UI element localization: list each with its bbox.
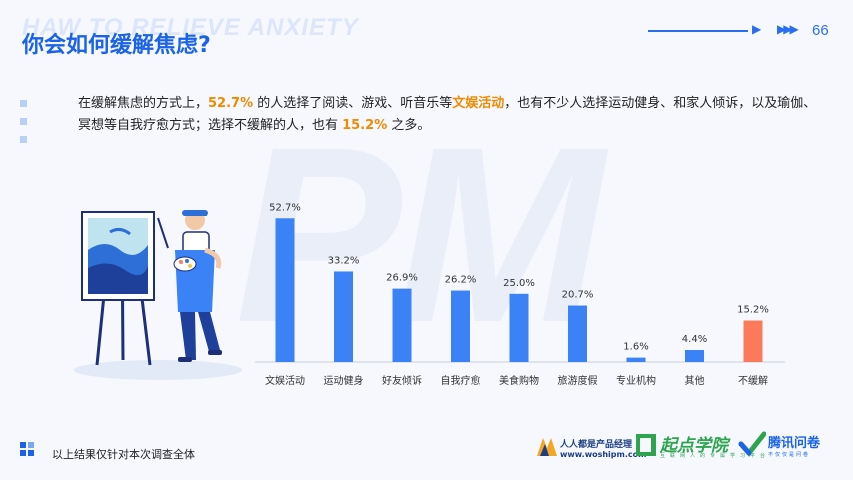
description-text: 的人选择了阅读、游戏、听音乐等 bbox=[253, 96, 453, 111]
bullet-decoration bbox=[20, 100, 27, 154]
qidian-logo-sub: 互联网人的专属学习平台 bbox=[660, 453, 771, 459]
category-label: 不缓解 bbox=[738, 374, 768, 387]
bar-value-label: 25.0% bbox=[503, 278, 535, 289]
category-label: 旅游度假 bbox=[558, 374, 598, 387]
category-label: 其他 bbox=[685, 374, 705, 387]
qidian-logo-name: 起点学院 bbox=[660, 436, 728, 456]
category-label: 美食购物 bbox=[499, 374, 539, 387]
bar bbox=[451, 290, 470, 362]
category-label: 专业机构 bbox=[616, 374, 656, 387]
bar bbox=[685, 350, 704, 362]
tencent-survey-logo-sub: 不仅仅是问卷 bbox=[768, 452, 811, 458]
painter-illustration bbox=[74, 210, 242, 380]
bullet-square bbox=[20, 136, 27, 143]
qidian-logo-icon bbox=[636, 434, 656, 456]
bar-value-label: 26.2% bbox=[445, 275, 477, 286]
bar-value-label: 33.2% bbox=[328, 255, 360, 266]
triple-arrow-icon: ▶▶▶ bbox=[777, 22, 799, 36]
category-label: 自我疗愈 bbox=[441, 374, 481, 387]
bar-value-label: 4.4% bbox=[682, 334, 707, 345]
bar-value-label: 20.7% bbox=[562, 290, 594, 301]
woshipm-logo-url: www.woshipm.com bbox=[560, 450, 647, 459]
bar bbox=[743, 320, 763, 362]
category-label: 文娱活动 bbox=[265, 374, 305, 387]
description-paragraph: 在缓解焦虑的方式上，52.7% 的人选择了阅读、游戏、听音乐等文娱活动，也有不少… bbox=[78, 93, 818, 137]
highlight-keyword: 文娱活动 bbox=[452, 96, 505, 111]
header-decoration-line bbox=[648, 30, 748, 32]
watermark-pm: PM bbox=[235, 95, 604, 374]
bar bbox=[334, 271, 353, 362]
bar bbox=[392, 288, 412, 362]
footer-note: 以上结果仅针对本次调查全体 bbox=[52, 448, 195, 461]
woshipm-logo-name: 人人都是产品经理 bbox=[560, 440, 633, 450]
bar-value-label: 15.2% bbox=[737, 305, 769, 316]
bar bbox=[509, 293, 529, 362]
bar bbox=[626, 357, 646, 362]
bar-value-label: 1.6% bbox=[623, 342, 648, 353]
page-number: 66 bbox=[812, 22, 829, 39]
play-arrow-icon: ▶ bbox=[752, 22, 762, 36]
category-label: 好友倾诉 bbox=[382, 374, 422, 387]
category-label: 运动健身 bbox=[324, 374, 364, 387]
bullet-square bbox=[20, 100, 27, 107]
background-english-title: HAW TO RELIEVE ANXIETY bbox=[22, 14, 359, 41]
highlight-percent: 15.2% bbox=[342, 118, 388, 133]
description-text: 在缓解焦虑的方式上， bbox=[78, 96, 209, 111]
bar-value-label: 52.7% bbox=[269, 202, 301, 213]
highlight-percent: 52.7% bbox=[208, 96, 254, 111]
bullet-square bbox=[20, 118, 27, 125]
page-title: 你会如何缓解焦虑? bbox=[22, 33, 211, 58]
description-text: ，也有不少人选择运动健身、和家人倾诉，以及瑜伽、冥想等自我疗愈方式；选择不缓解的… bbox=[78, 96, 817, 133]
description-text: 之多。 bbox=[387, 118, 431, 133]
woshipm-logo-icon bbox=[537, 438, 557, 456]
bar-value-label: 26.9% bbox=[386, 273, 418, 284]
tencent-survey-logo-name: 腾讯问卷 bbox=[768, 436, 821, 451]
tencent-survey-check-icon bbox=[738, 431, 766, 457]
bar bbox=[568, 305, 587, 362]
bar bbox=[275, 218, 295, 362]
footer-grid-icon bbox=[20, 442, 34, 456]
